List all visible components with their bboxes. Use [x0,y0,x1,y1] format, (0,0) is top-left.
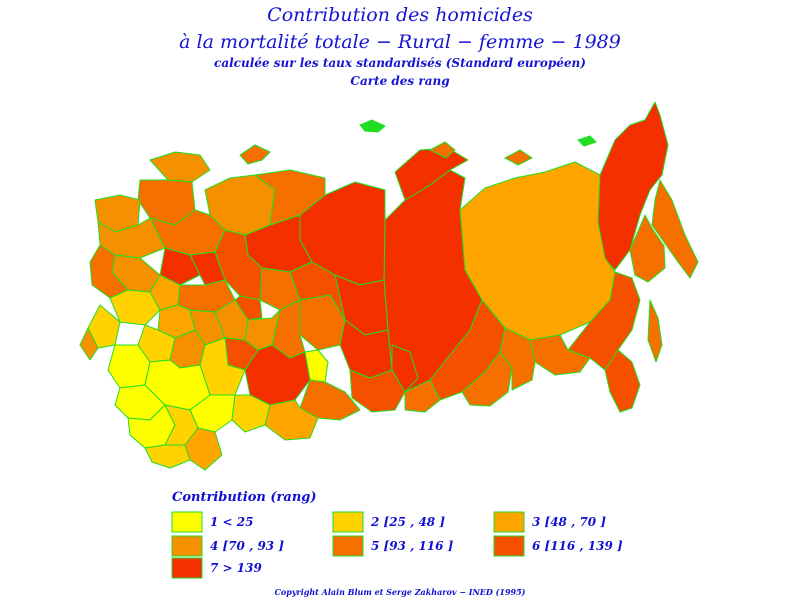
legend-swatch-1 [171,511,203,533]
legend-label-5: 5 [93 , 116 ] [371,539,454,553]
region-sakhalin [647,299,663,363]
legend-swatch-4 [171,535,203,557]
region-novaya-zemlya [239,144,271,165]
region-primorye [604,349,641,413]
region-nenets [254,169,326,226]
region-dagestan [184,427,223,471]
legend-label-3: 3 [48 , 70 ] [532,515,606,529]
legend-item-7: 7 > 139 [210,557,262,579]
legend-swatch-5 [332,535,364,557]
region-new-siberian-islands [503,149,533,166]
legend-title: Contribution (rang) [172,490,317,505]
region-wrangel [577,135,597,147]
region-magadan [629,214,666,283]
legend-item-4: 4 [70 , 93 ] [210,535,284,557]
region-buryatia [461,351,513,407]
region-chita [499,327,536,391]
region-bryansk [87,304,121,349]
legend-swatch-3 [493,511,525,533]
region-franz-josef [359,119,386,133]
legend-label-6: 6 [116 , 139 ] [532,539,623,553]
region-amur [529,334,591,376]
region-altai [349,369,406,413]
region-tuva [404,379,441,413]
map-method-note: calculée sur les taux standardisés (Stan… [214,56,586,70]
region-kirov [214,229,263,301]
map-subtitle: à la mortalité totale − Rural − femme − … [179,31,621,53]
legend-swatch-7 [171,557,203,579]
legend-item-3: 3 [48 , 70 ] [532,511,606,533]
copyright-notice: Copyright Alain Blum et Serge Zakharov −… [274,587,526,597]
legend-label-1: 1 < 25 [210,515,254,529]
region-taimyr [394,147,469,201]
region-south-ural-steppe [264,399,319,441]
legend-item-5: 5 [93 , 116 ] [371,535,453,557]
legend-label-4: 4 [70 , 93 ] [210,539,284,553]
legend-label-7: 7 > 139 [210,561,262,575]
region-kemerovo [391,344,419,393]
legend-swatch-6 [493,535,525,557]
map-type-label: Carte des rang [350,74,450,88]
region-stavropol [144,444,191,469]
legend-item-1: 1 < 25 [210,511,253,533]
region-severnaya-zemlya [428,141,456,159]
region-murmansk [149,151,211,183]
legend-item-2: 2 [25 , 48 ] [371,511,445,533]
legend-label-2: 2 [25 , 48 ] [371,515,445,529]
region-kamchatka [651,179,699,279]
legend-item-6: 6 [116 , 139 ] [532,535,623,557]
map-title: Contribution des homicides [267,4,533,26]
legend-swatch-2 [332,511,364,533]
region-yaroslavl [159,247,201,286]
region-kaliningrad [79,327,99,361]
